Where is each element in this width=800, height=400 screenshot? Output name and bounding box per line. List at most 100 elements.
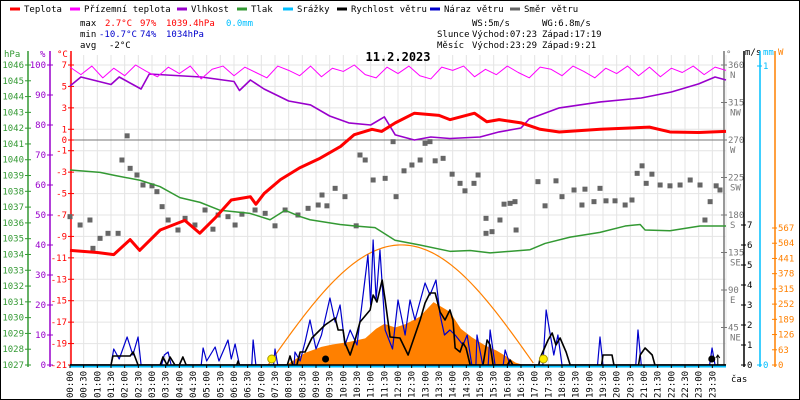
direction-compass-label: SE <box>730 259 741 269</box>
wind-direction-point <box>357 152 363 158</box>
legend-label: Směr větru <box>524 5 578 15</box>
x-tick-label: 01:30 <box>107 371 117 398</box>
wind-direction-point <box>77 222 83 228</box>
direction-tick-label: 270 <box>728 136 744 146</box>
humidity-tick-label: 20 <box>35 301 46 311</box>
x-axis: 00:00 00:30 01:00 01:30 02:00 02:30 03:00 03:30… <box>66 365 718 398</box>
direction-compass-label: N <box>730 71 735 81</box>
max-humidity: 97% <box>140 19 157 29</box>
x-tick-label: 22:30 <box>681 371 691 398</box>
wind-direction-point <box>582 186 588 192</box>
humidity-tick-label: 10 <box>35 331 46 341</box>
info-block: WS:5m/s WG:6.8m/s Slunce Východ:07:23 Zá… <box>437 19 602 51</box>
legend-label: Tlak <box>251 5 273 15</box>
stats-block: max 2.7°C 97% 1039.4hPa 0.0mm min -10.7°… <box>80 19 253 51</box>
x-tick-label: 20:30 <box>626 371 636 398</box>
legend-label: Rychlost větru <box>351 5 427 15</box>
direction-compass-label: SW <box>730 184 741 194</box>
wind-direction-point <box>401 168 407 174</box>
direction-tick-label: 225 <box>728 174 744 184</box>
wind-direction-point <box>677 182 683 188</box>
legend: Teplota Přízemní teplota Vlhkost Tlak Srážky… <box>10 5 578 15</box>
wind-direction-point <box>591 199 597 205</box>
pressure-tick-label: 1043 <box>2 108 24 118</box>
sun-set: Západ:17:19 <box>542 30 602 40</box>
x-tick-label: 04:30 <box>189 371 199 398</box>
humidity-tick-label: 40 <box>35 241 46 251</box>
wind-direction-point <box>67 214 73 220</box>
x-tick-label: 23:30 <box>708 371 718 398</box>
wind-direction-point <box>707 199 713 205</box>
wind-direction-point <box>597 185 603 191</box>
pressure-tick-label: 1037 <box>2 203 24 213</box>
pressure-tick-label: 1034 <box>2 250 24 260</box>
direction-compass-label: W <box>730 146 736 156</box>
x-tick-label: 13:30 <box>435 371 445 398</box>
min-temp: -10.7°C <box>99 30 137 40</box>
sun-rise: Východ:07:23 <box>472 30 537 40</box>
min-label: min <box>80 30 96 40</box>
temperature-tick-label: -3 <box>56 168 67 178</box>
wind-direction-point <box>643 180 649 186</box>
pressure-tick-label: 1028 <box>2 345 24 355</box>
pressure-tick-label: 1040 <box>2 156 24 166</box>
wind-direction-point <box>702 217 708 223</box>
max-label: max <box>80 19 97 29</box>
x-tick-label: 15:00 <box>476 371 486 398</box>
moonrise-arrow-icon <box>715 354 721 365</box>
pressure-tick-label: 1036 <box>2 219 24 229</box>
x-tick-label: 12:30 <box>408 371 418 398</box>
pressure-tick-label: 1039 <box>2 172 24 182</box>
humidity-tick-label: 70 <box>35 151 46 161</box>
temperature-tick-label: -1 <box>56 147 67 157</box>
x-tick-label: 16:00 <box>503 371 513 398</box>
wind-direction-point <box>370 177 376 183</box>
wind-direction-point <box>232 222 238 228</box>
x-tick-label: 08:30 <box>298 371 308 398</box>
x-tick-label: 09:00 <box>312 371 322 398</box>
x-tick-label: 06:00 <box>230 371 240 398</box>
rain-tick-label: 0 <box>763 361 768 371</box>
pressure-tick-label: 1038 <box>2 187 24 197</box>
wind-tick-label: 3 <box>747 301 752 311</box>
x-tick-label: 12:00 <box>394 371 404 398</box>
wind-direction-point <box>579 202 585 208</box>
x-tick-label: 02:00 <box>121 371 131 398</box>
wind-direction-point <box>639 163 645 169</box>
wind-direction-point <box>382 175 388 181</box>
x-tick-label: 22:00 <box>667 371 677 398</box>
solar-tick-label: 504 <box>778 239 794 249</box>
solar-theoretical-line <box>267 244 534 366</box>
x-tick-label: 18:30 <box>572 371 582 398</box>
pressure-line <box>69 169 726 254</box>
temperature-tick-label: -5 <box>56 190 67 200</box>
legend-label: Teplota <box>24 5 62 15</box>
x-tick-label: 03:30 <box>162 371 172 398</box>
solar-tick-label: 378 <box>778 270 794 280</box>
wind-direction-point <box>440 155 446 161</box>
temperature-tick-label: -13 <box>51 275 67 285</box>
temperature-tick-label: -21 <box>51 361 67 371</box>
x-tick-label: 00:00 <box>66 371 76 398</box>
rain-axis-unit: mm <box>763 48 774 58</box>
wind-direction-point <box>342 194 348 200</box>
wind-direction-point <box>140 182 146 188</box>
solar-tick-label: 189 <box>778 315 794 325</box>
temperature-line <box>69 111 727 257</box>
series <box>67 64 727 368</box>
pressure-axis-unit: hPa <box>4 50 20 60</box>
x-tick-label: 05:30 <box>216 371 226 398</box>
x-tick-label: 21:30 <box>654 371 664 398</box>
x-tick-label: 07:30 <box>271 371 281 398</box>
pressure-tick-label: 1041 <box>2 140 24 150</box>
wind-direction-point <box>449 171 455 177</box>
avg-label: avg <box>80 41 96 51</box>
wind-direction-point <box>417 157 423 163</box>
apparent-temperature-line <box>69 64 727 80</box>
sun-label: Slunce <box>437 30 470 40</box>
wind-direction-point <box>483 230 489 236</box>
solar-tick-label: 126 <box>778 331 794 341</box>
wind-direction-point <box>427 139 433 145</box>
direction-compass-label: S <box>730 221 735 231</box>
